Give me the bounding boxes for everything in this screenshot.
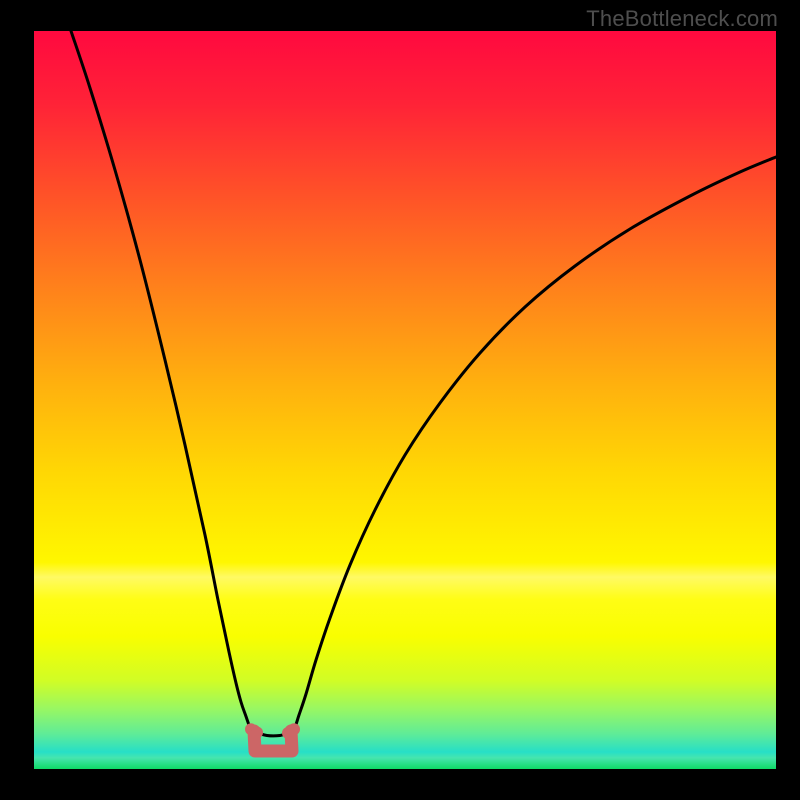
bottleneck-curve	[71, 31, 776, 736]
trough-dot	[288, 723, 300, 735]
curve-layer	[34, 31, 776, 769]
plot-area	[34, 31, 776, 769]
trough-dot	[251, 727, 263, 739]
watermark: TheBottleneck.com	[586, 6, 778, 32]
chart-container: { "watermark": "TheBottleneck.com", "plo…	[0, 0, 800, 800]
